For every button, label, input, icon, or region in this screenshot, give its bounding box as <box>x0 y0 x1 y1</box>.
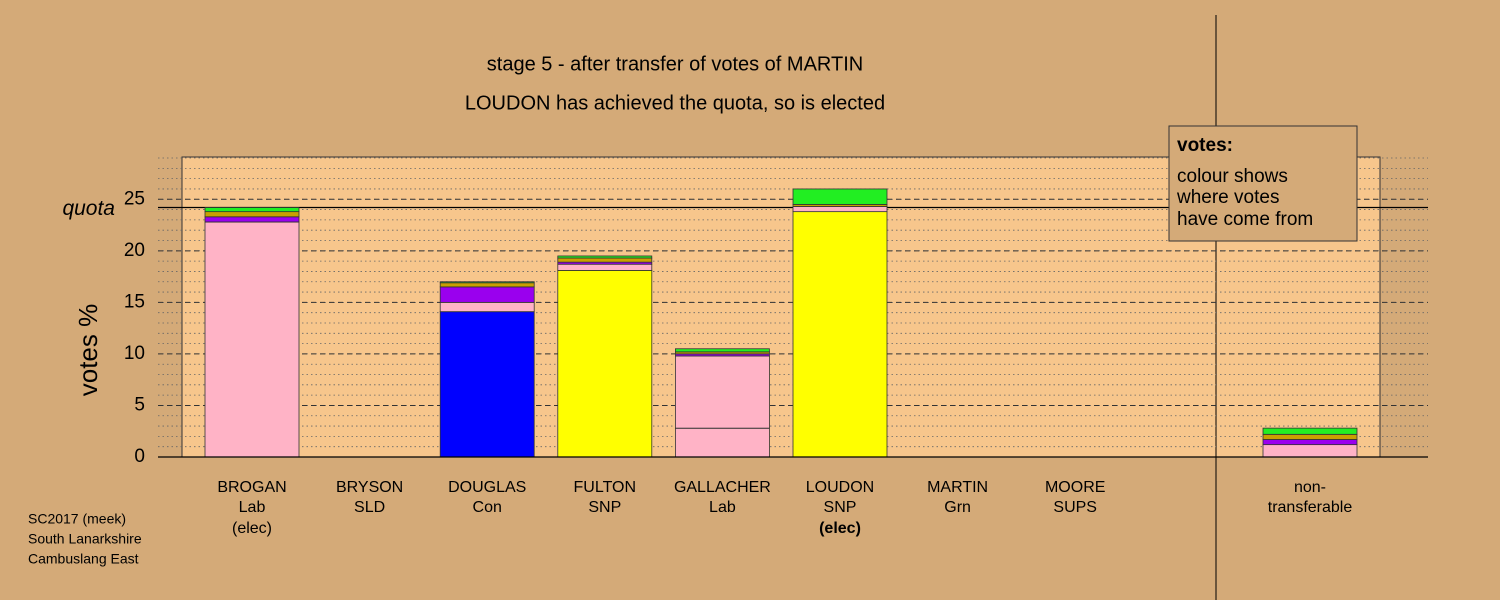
x-tick-label: Lab <box>239 499 266 516</box>
bar-segment <box>557 257 653 263</box>
bar-segment <box>792 206 888 213</box>
x-tick-label: MARTIN <box>927 479 988 496</box>
x-tick-label: Lab <box>709 499 736 516</box>
x-tick-label: transferable <box>1268 499 1353 516</box>
x-tick-label: Con <box>473 499 502 516</box>
note-box <box>1168 125 1358 242</box>
chart-title: stage 5 - after transfer of votes of MAR… <box>487 53 863 75</box>
bar-segment <box>204 211 300 218</box>
x-tick-label: LOUDON <box>806 479 874 496</box>
bar-segment <box>1262 439 1358 446</box>
bar-segment <box>557 263 653 271</box>
bar-segment <box>557 255 653 259</box>
y-tick-label: 15 <box>124 291 145 312</box>
bar-segment <box>1262 427 1358 435</box>
bar-segment <box>792 188 888 205</box>
bar-segment <box>439 286 535 303</box>
x-tick-label: SLD <box>354 499 385 516</box>
bar-segment <box>557 270 653 458</box>
y-tick-label: 20 <box>124 240 145 261</box>
note-text: where votes <box>1176 187 1279 208</box>
plot: 0 5 10 15 20 25 quota BROGAN Lab (elec) BRYSON SLD D… <box>62 157 1428 537</box>
footer: Cambuslang East <box>28 551 139 567</box>
note-title: votes: <box>1177 135 1233 156</box>
note-text: colour shows <box>1177 166 1288 187</box>
x-tick-label: DOUGLAS <box>448 479 526 496</box>
bar-segment <box>439 282 535 288</box>
x-tick-label: BROGAN <box>217 479 286 496</box>
footer: South Lanarkshire <box>28 531 142 547</box>
x-tick-label: SNP <box>824 499 857 516</box>
x-tick-label: FULTON <box>574 479 637 496</box>
bar-segment <box>439 301 535 313</box>
x-tick-label: GALLACHER <box>674 479 771 496</box>
x-tick-label: Grn <box>944 499 971 516</box>
bar-segment <box>675 355 770 429</box>
chart-subtitle: LOUDON has achieved the quota, so is ele… <box>465 92 885 114</box>
bar-segment <box>204 221 300 458</box>
x-tick-label: BRYSON <box>336 479 403 496</box>
bar-segment <box>675 348 770 353</box>
note-text: have come from <box>1177 209 1313 230</box>
x-tick-label: non- <box>1294 479 1326 496</box>
bar-segment <box>792 211 888 458</box>
x-tick-label: SUPS <box>1053 499 1097 516</box>
y-tick-label: 5 <box>134 394 145 415</box>
quota-label: quota <box>62 197 115 220</box>
bar-segment <box>204 216 300 223</box>
x-tick-label: MOORE <box>1045 479 1105 496</box>
y-tick-label: 25 <box>124 188 145 209</box>
footer: SC2017 (meek) <box>28 511 126 527</box>
bar-segment <box>204 207 300 213</box>
y-tick-label: 10 <box>124 343 145 364</box>
bar-segment <box>1262 433 1358 440</box>
bar-segment <box>439 311 535 458</box>
bar-segment <box>439 281 535 284</box>
y-axis-label: votes % <box>73 304 103 397</box>
status-label: (elec) <box>819 520 861 537</box>
bar-segment <box>1262 444 1358 458</box>
y-tick-label: 0 <box>134 446 145 467</box>
bar-segment <box>675 427 770 458</box>
status-label: (elec) <box>232 520 272 537</box>
x-tick-label: SNP <box>588 499 621 516</box>
